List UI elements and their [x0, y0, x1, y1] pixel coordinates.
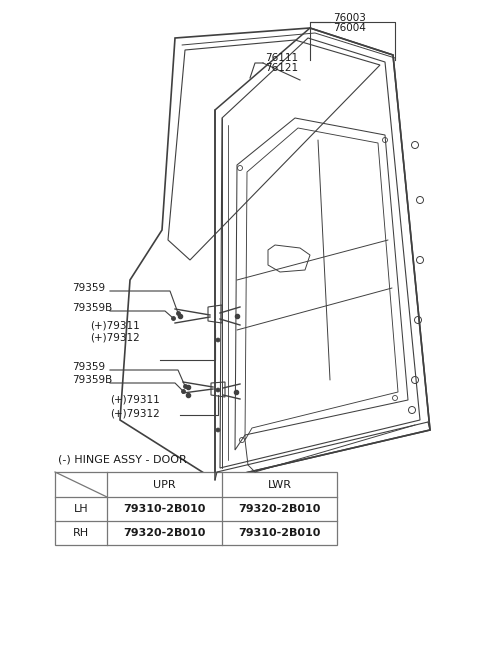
- Text: 76003: 76003: [333, 13, 366, 23]
- Text: 76121: 76121: [265, 63, 298, 73]
- Text: 79359B: 79359B: [72, 303, 112, 313]
- Text: 79320-2B010: 79320-2B010: [238, 504, 321, 514]
- Text: LWR: LWR: [267, 479, 291, 489]
- Text: 79320-2B010: 79320-2B010: [123, 528, 206, 538]
- Circle shape: [216, 338, 220, 342]
- Text: RH: RH: [73, 528, 89, 538]
- Text: 79310-2B010: 79310-2B010: [123, 504, 206, 514]
- Text: 76004: 76004: [333, 23, 366, 33]
- Text: (-) HINGE ASSY - DOOR: (-) HINGE ASSY - DOOR: [58, 455, 187, 465]
- Text: (+)79311: (+)79311: [90, 320, 140, 330]
- Text: (+)79311: (+)79311: [110, 395, 160, 405]
- Text: 79359B: 79359B: [72, 375, 112, 385]
- Text: 79359: 79359: [72, 362, 105, 372]
- Text: 79359: 79359: [72, 283, 105, 293]
- Bar: [55, 472, 337, 545]
- Circle shape: [216, 428, 220, 432]
- Text: (+)79312: (+)79312: [90, 332, 140, 342]
- Text: 79310-2B010: 79310-2B010: [238, 528, 321, 538]
- Text: LH: LH: [74, 504, 88, 514]
- Text: 76111: 76111: [265, 53, 298, 63]
- Text: UPR: UPR: [153, 479, 176, 489]
- Text: (+)79312: (+)79312: [110, 408, 160, 418]
- Circle shape: [216, 388, 220, 392]
